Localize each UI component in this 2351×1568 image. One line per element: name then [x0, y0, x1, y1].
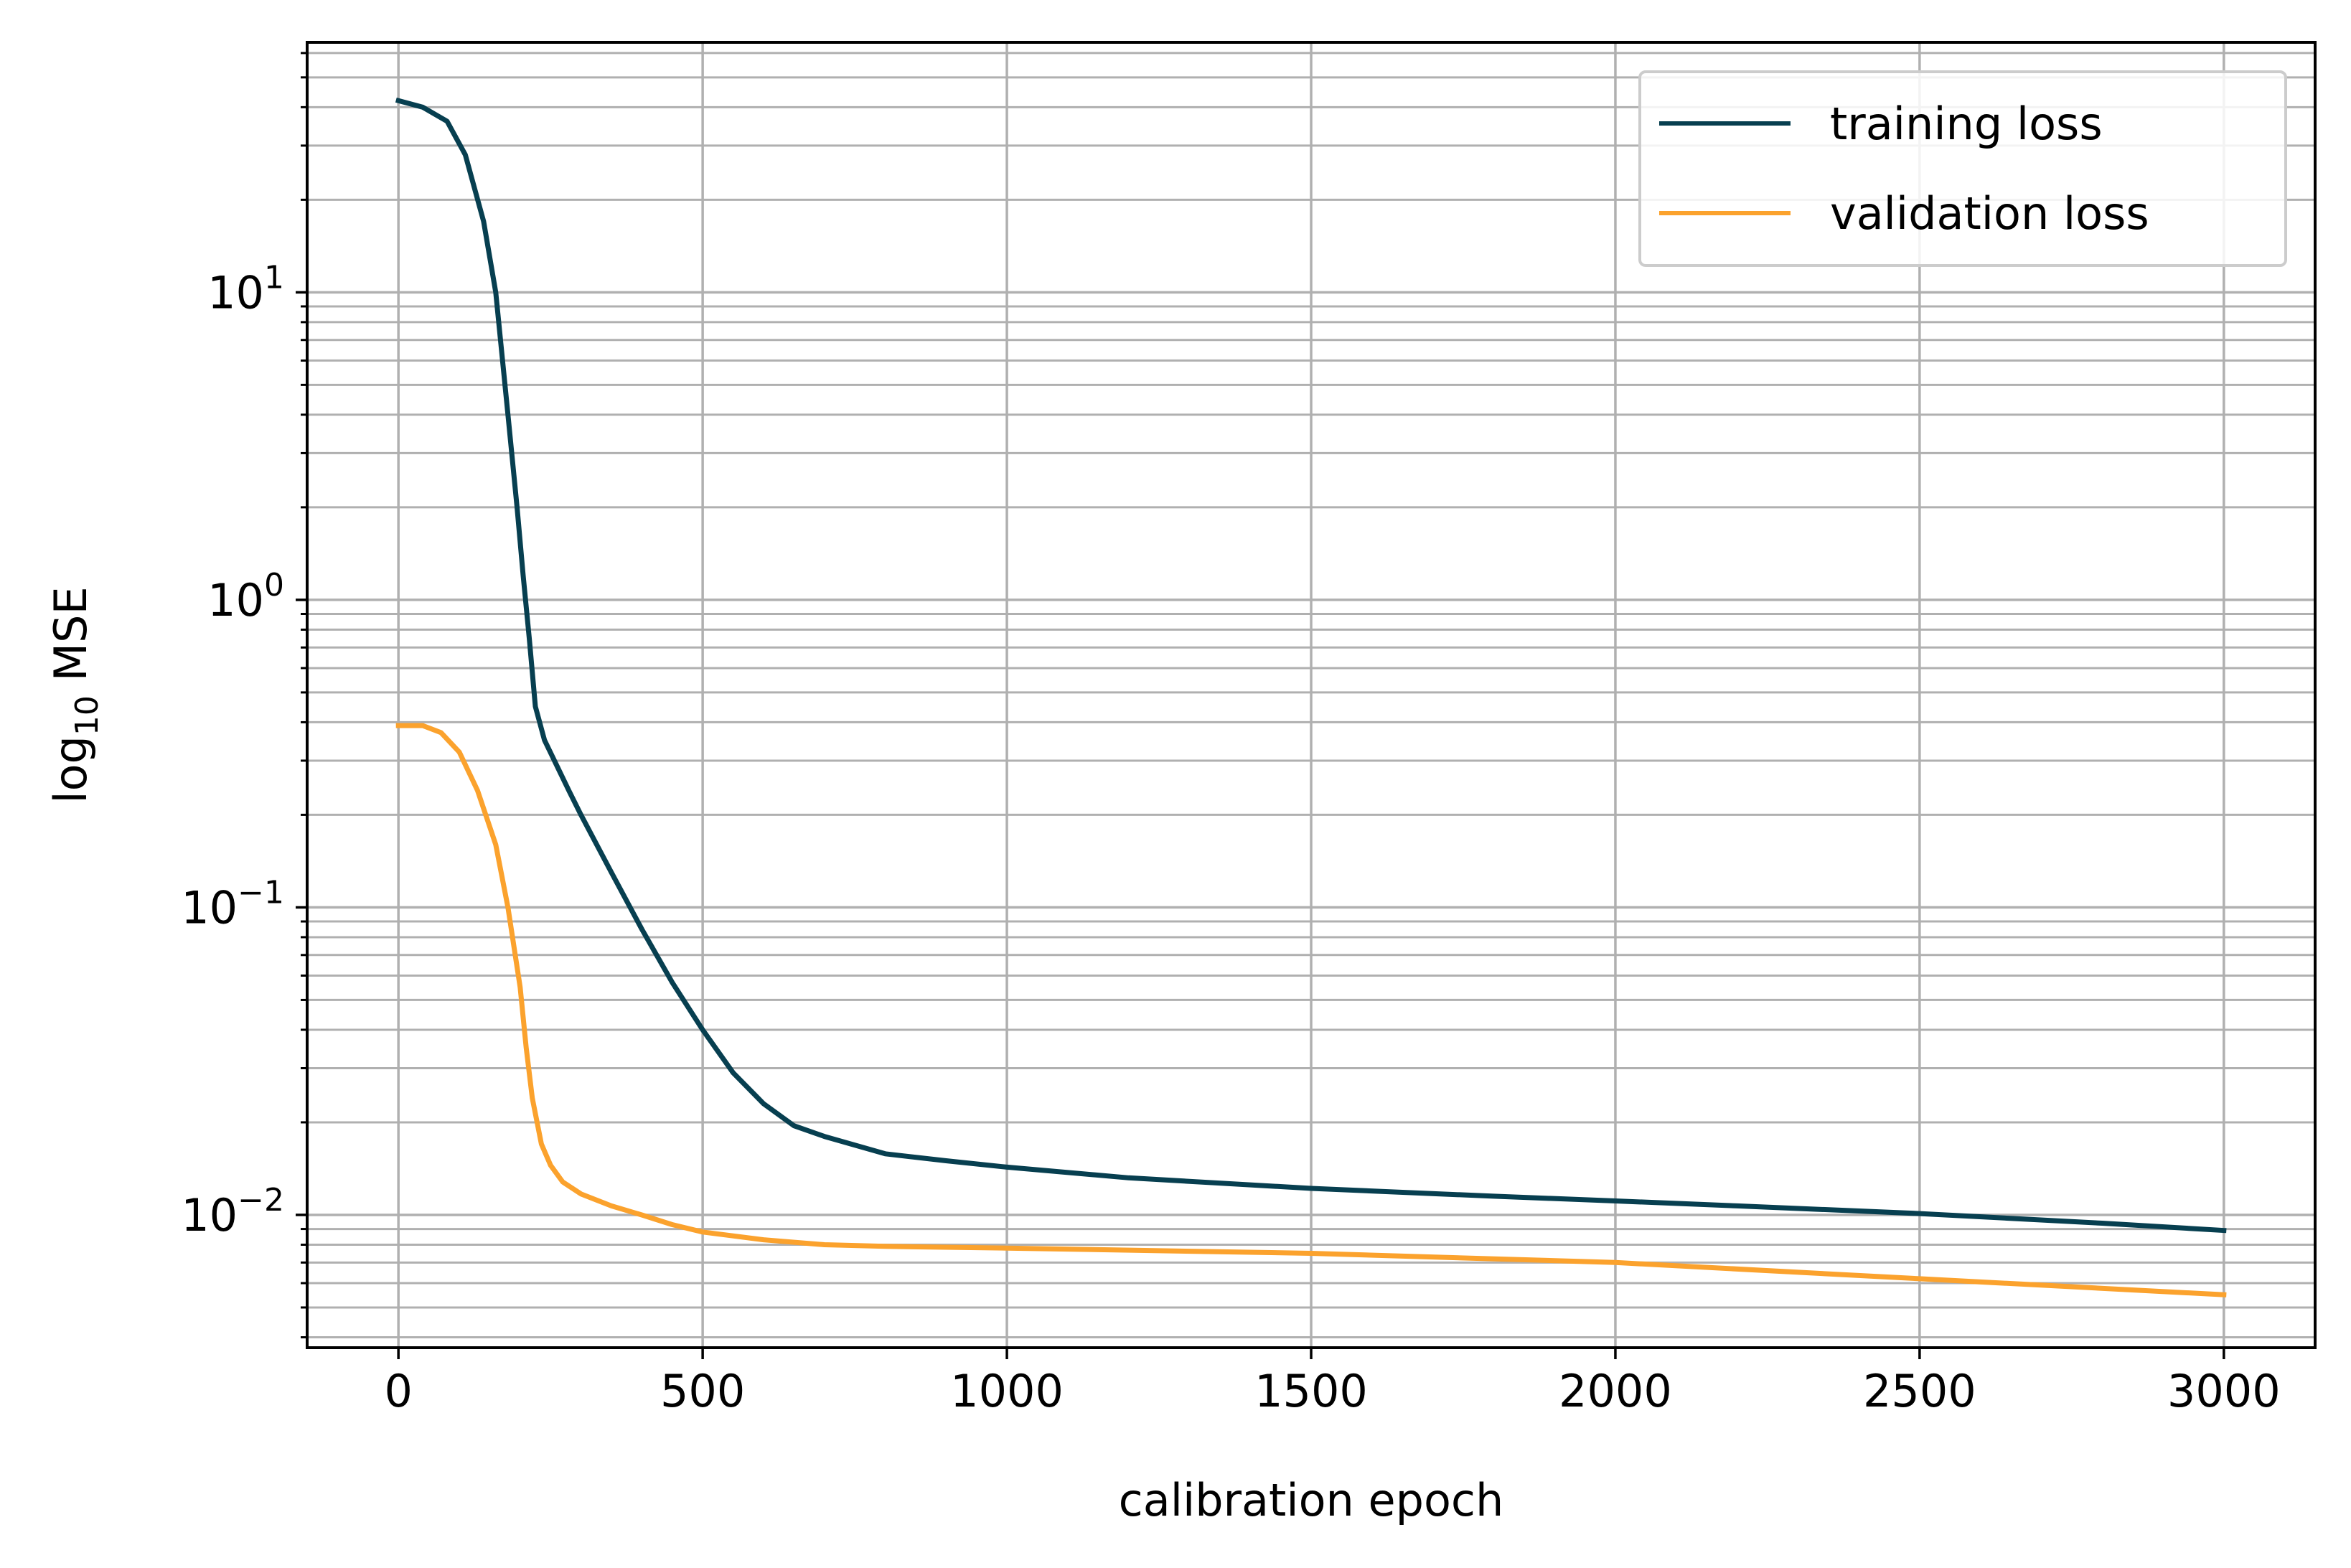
x-tick-label: 1500: [1254, 1365, 1368, 1417]
y-tick-label: 10−2: [181, 1182, 284, 1241]
legend-label-validation-loss: validation loss: [1830, 187, 2149, 240]
x-tick-label: 0: [384, 1365, 412, 1417]
y-tick-label: 101: [207, 259, 284, 319]
series-lines: [395, 98, 2227, 1297]
y-tick-label: 100: [207, 567, 284, 626]
legend-box: [1638, 70, 2287, 267]
x-tick-label: 2000: [1559, 1365, 1672, 1417]
axis-ticks: [296, 52, 2225, 1359]
x-tick-label: 1000: [950, 1365, 1064, 1417]
legend-label-training-loss: training loss: [1830, 98, 2103, 150]
x-tick-label: 500: [660, 1365, 745, 1417]
y-axis-title-suffix: MSE: [44, 586, 97, 695]
series-line-training-loss: [395, 98, 2227, 1234]
axis-tick-labels: 10−2 10−1 100 101 0 500 1000 1500 2000 2500 3000: [181, 259, 2280, 1417]
x-tick-label: 2500: [1863, 1365, 1976, 1417]
x-tick-label: 3000: [2167, 1365, 2281, 1417]
series-line-validation-loss: [395, 723, 2227, 1297]
y-axis-title: log10 MSE: [44, 586, 105, 803]
y-tick-label: 10−1: [181, 874, 284, 934]
legend: training loss validation loss: [1638, 70, 2287, 267]
x-axis-title: calibration epoch: [1119, 1474, 1504, 1526]
y-axis-title-prefix: log: [44, 736, 97, 804]
y-axis-title-subscript: 10: [69, 695, 105, 736]
